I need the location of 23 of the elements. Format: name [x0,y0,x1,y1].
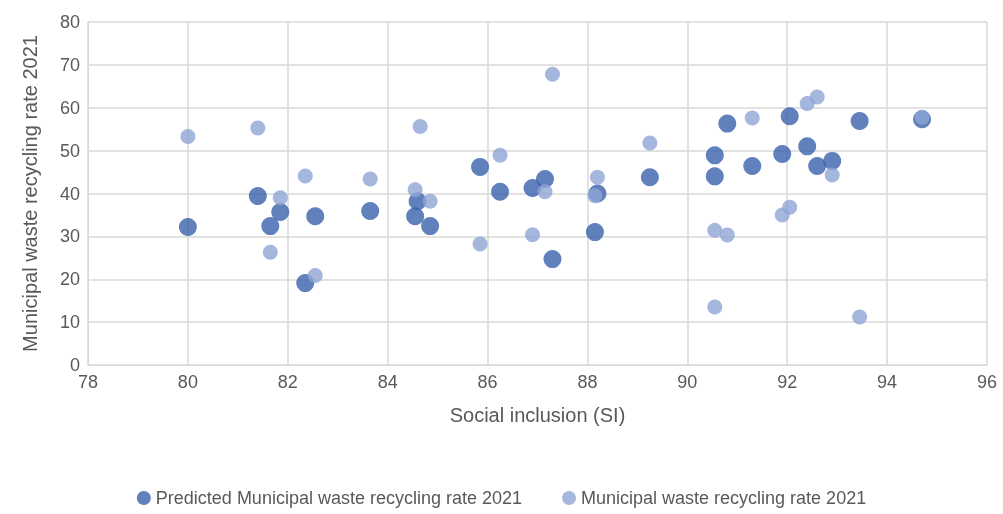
y-tick-label: 80 [59,12,80,32]
x-tick-label: 90 [677,372,698,392]
y-tick-label: 20 [59,269,80,290]
y-tick-label: 50 [59,140,80,161]
y-tick-label: 10 [59,312,80,333]
x-tick-label: 84 [377,372,398,392]
x-tick-label: 82 [277,372,298,392]
y-tick-label: 0 [69,355,80,375]
x-tick-label: 88 [577,372,598,392]
y-tick-label: 60 [59,97,80,118]
x-tick-label: 78 [77,372,99,392]
y-tick-label: 30 [59,226,80,247]
x-tick-label: 92 [777,372,798,392]
legend-label: Municipal waste recycling rate 2021 [581,488,867,508]
y-tick-label: 70 [59,54,80,75]
x-tick-label: 86 [477,372,498,392]
x-axis-title: Social inclusion (SI) [449,404,626,426]
x-tick-label: 94 [877,372,898,392]
y-tick-label: 40 [59,183,80,204]
x-tick-label: 80 [177,372,198,392]
y-axis-title: Municipal waste recycling rate 2021 [19,35,41,352]
x-tick-label: 96 [976,372,998,392]
legend-label: Predicted Municipal waste recycling rate 2021 [155,488,523,508]
